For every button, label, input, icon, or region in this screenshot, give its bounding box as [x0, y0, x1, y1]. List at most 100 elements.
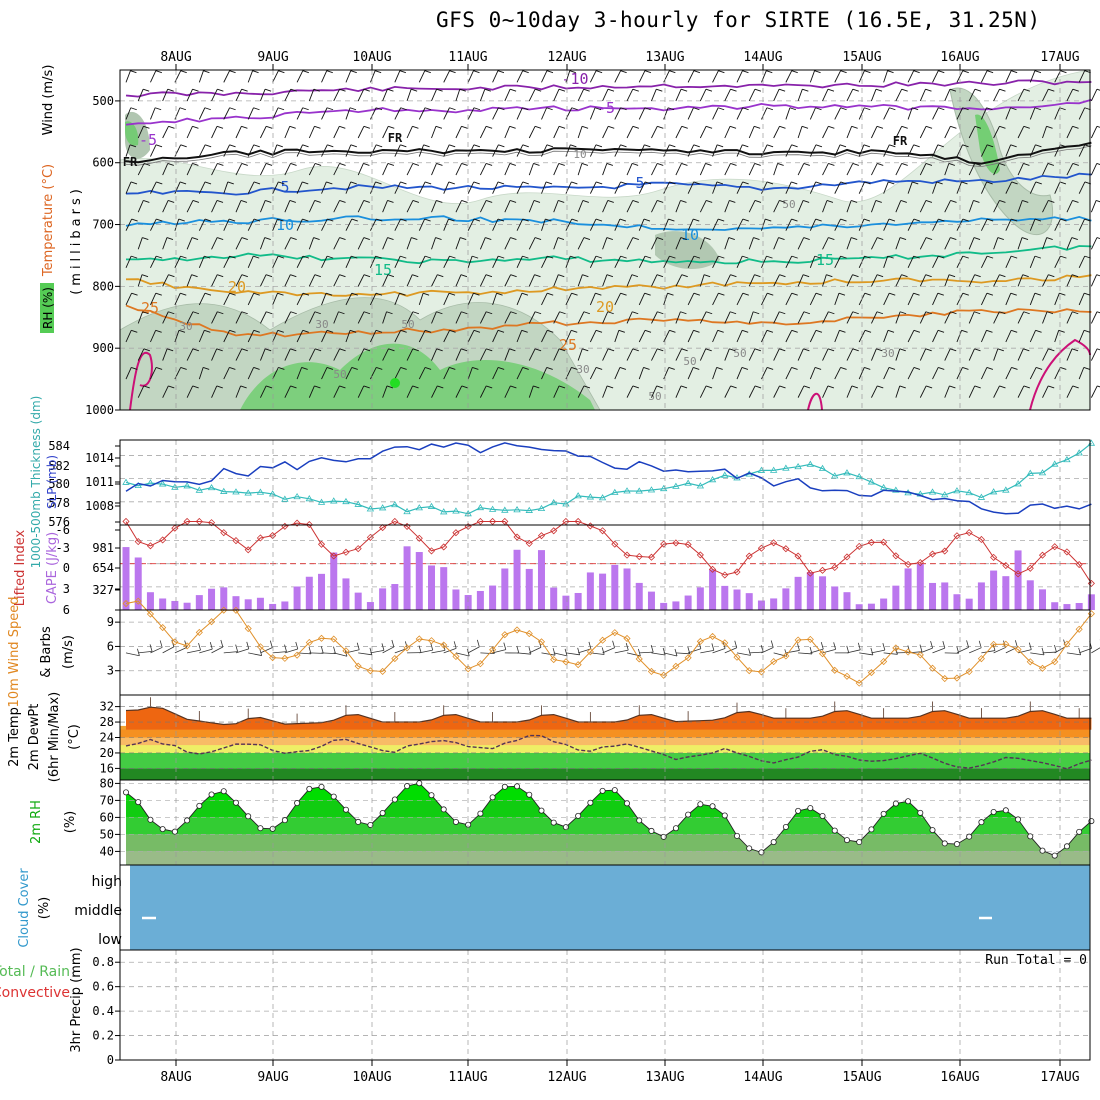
wind10-barb-flag — [930, 640, 933, 649]
wind-barb-flag — [278, 70, 285, 74]
thickness-marker — [928, 488, 937, 495]
wind-barb — [308, 163, 316, 176]
wind-barb-flag — [473, 218, 481, 222]
wind-barb — [247, 181, 255, 194]
wind-barb-flag — [204, 107, 211, 111]
wind-barb — [932, 107, 939, 120]
wind-barb — [516, 181, 524, 194]
wind-barb-flag — [363, 348, 371, 352]
lifted-index-marker — [464, 522, 472, 531]
wind10-marker — [611, 629, 619, 637]
wind-barb — [871, 126, 878, 139]
wind10-marker — [525, 630, 533, 638]
wind-barb-flag — [729, 348, 736, 352]
wind-barb-flag — [937, 144, 944, 148]
wind-barb — [211, 311, 218, 324]
wind-barb-flag — [594, 107, 602, 111]
thickness-marker — [635, 487, 643, 494]
wind10-barb — [639, 651, 654, 654]
wind-barb — [675, 274, 683, 287]
wind-barb-flag — [730, 162, 737, 166]
wind-barb-flag — [852, 88, 859, 92]
lifted-index-marker — [770, 539, 778, 547]
wind-barb — [125, 70, 131, 83]
wind-barb — [125, 367, 132, 380]
wind-barb — [321, 218, 328, 231]
wind-barb — [553, 126, 560, 139]
lifted-index-marker — [501, 517, 509, 526]
cloud-cover-fill — [130, 865, 1090, 950]
wind-barb — [980, 107, 987, 120]
wind-barb — [785, 255, 793, 269]
wind-barb — [150, 144, 157, 157]
wind-barb — [406, 237, 412, 250]
wind-barb-flag — [766, 329, 774, 333]
wind-barb — [150, 330, 157, 343]
wind-barb — [1042, 311, 1048, 324]
wind-barb-flag — [485, 237, 492, 240]
wind-barb-flag — [241, 162, 248, 166]
wind-barb — [907, 70, 915, 83]
wind10-barb — [321, 652, 336, 655]
wind10-barb — [517, 652, 531, 655]
wind-barb-flag — [400, 144, 407, 148]
wind-barb-flag — [424, 255, 432, 259]
wind-barb-flag — [889, 292, 896, 296]
cape-bar — [293, 586, 301, 610]
wind-barb-flag — [644, 329, 652, 333]
panel-precip-bg — [120, 950, 1090, 1060]
wind-barb-flag — [703, 274, 711, 278]
wind-barb-flag — [387, 162, 395, 166]
wind-barb — [1054, 367, 1061, 380]
wind-barb — [541, 218, 546, 231]
wind-barb — [907, 293, 914, 306]
thickness-marker — [268, 490, 277, 497]
rh-marker — [171, 828, 178, 835]
wind-barb-flag — [889, 107, 896, 111]
wind-barb — [479, 385, 487, 398]
wind-barb — [712, 218, 719, 231]
wind-barb — [382, 126, 389, 139]
wind-barb — [993, 126, 1000, 139]
wind-barb — [773, 237, 779, 250]
wind-barb-flag — [326, 366, 334, 370]
wind-barb-flag — [180, 255, 187, 259]
temperature-isotherm-20 — [125, 274, 1092, 297]
cape-bar — [782, 588, 790, 610]
temp2m-axis-label: 2m Temp — [7, 707, 22, 767]
rh-marker — [917, 809, 924, 816]
wind-barb-flag — [913, 292, 920, 296]
wind10-marker — [513, 626, 521, 634]
x-tick-label-bottom: 13AUG — [645, 1070, 684, 1085]
wind-barb-flag — [399, 292, 406, 296]
wind-barb-flag — [229, 70, 236, 74]
wind-barb-flag — [729, 125, 737, 129]
wind10-barb — [810, 648, 824, 654]
x-tick-label-top: 11AUG — [448, 50, 487, 65]
thickness-marker — [122, 478, 130, 485]
wind-barb-flag — [571, 107, 578, 111]
thickness-marker — [855, 473, 863, 480]
wind-barb — [333, 163, 340, 176]
wind-barb-flag — [191, 237, 199, 240]
wind-barb — [431, 89, 438, 102]
wind-barb — [223, 107, 231, 120]
y-tick-label: 50 — [100, 827, 114, 841]
wind-barb-flag — [131, 218, 138, 222]
rh-marker — [330, 793, 337, 800]
wind10-barb — [822, 649, 836, 654]
wind-barb — [724, 311, 731, 324]
wind-barb-flag — [840, 366, 847, 370]
wind-barb-flag — [569, 70, 576, 74]
wind-barb — [211, 237, 218, 250]
wind-barb — [357, 163, 364, 176]
wind-barb — [809, 70, 815, 83]
wind-barb — [137, 126, 144, 139]
rh-marker — [220, 788, 227, 795]
y-tick-label: 500 — [92, 94, 114, 108]
wind10-barb-flag — [1054, 644, 1057, 653]
wind-barb-flag — [216, 125, 224, 129]
wind10-barb-flag — [734, 640, 738, 648]
wind-barb — [638, 107, 646, 120]
